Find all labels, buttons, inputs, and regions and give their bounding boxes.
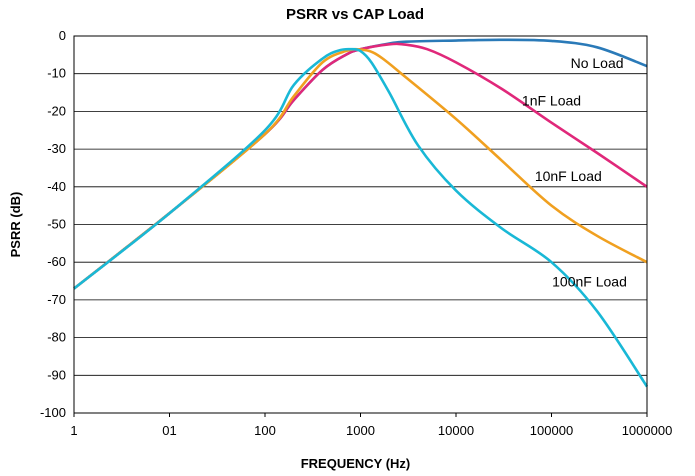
y-tick-label: -70: [47, 292, 66, 307]
series-line-100nf-load: [73, 47, 649, 388]
annotation-label: 100nF Load: [552, 274, 627, 290]
series-line-1nf-load: [73, 42, 648, 290]
x-tick-label: 10000: [438, 423, 474, 438]
x-tick-label: 01: [162, 423, 176, 438]
series-layer: [73, 38, 649, 388]
x-axis-label: FREQUENCY (Hz): [301, 456, 411, 471]
series-annotations: No Load 1nF Load 10nF Load 100nF Load: [522, 55, 627, 290]
x-axis-ticks: 1 01 100 1000 10000 100000 1000000: [70, 413, 672, 438]
y-tick-label: -30: [47, 141, 66, 156]
x-tick-label: 1000000: [622, 423, 673, 438]
y-tick-label: -100: [40, 405, 66, 420]
series-line-10nf-load: [73, 47, 648, 290]
y-axis-label: PSRR (dB): [8, 192, 23, 258]
y-tick-label: 0: [59, 28, 66, 43]
x-tick-label: 1: [70, 423, 77, 438]
x-tick-label: 100000: [530, 423, 573, 438]
y-tick-label: -60: [47, 254, 66, 269]
y-tick-label: -80: [47, 330, 66, 345]
y-tick-label: -10: [47, 66, 66, 81]
annotation-label: 10nF Load: [535, 168, 602, 184]
y-tick-label: -40: [47, 179, 66, 194]
y-tick-label: -90: [47, 367, 66, 382]
y-axis-ticks: 0 -10 -20 -30 -40 -50 -60 -70 -80 -90 -100: [40, 28, 66, 420]
series-line-no-load: [73, 38, 648, 290]
x-tick-label: 100: [254, 423, 276, 438]
chart-title: PSRR vs CAP Load: [286, 6, 424, 23]
annotation-label: No Load: [571, 55, 624, 71]
y-tick-label: -20: [47, 103, 66, 118]
y-tick-label: -50: [47, 217, 66, 232]
annotation-label: 1nF Load: [522, 93, 581, 109]
x-tick-label: 1000: [346, 423, 375, 438]
